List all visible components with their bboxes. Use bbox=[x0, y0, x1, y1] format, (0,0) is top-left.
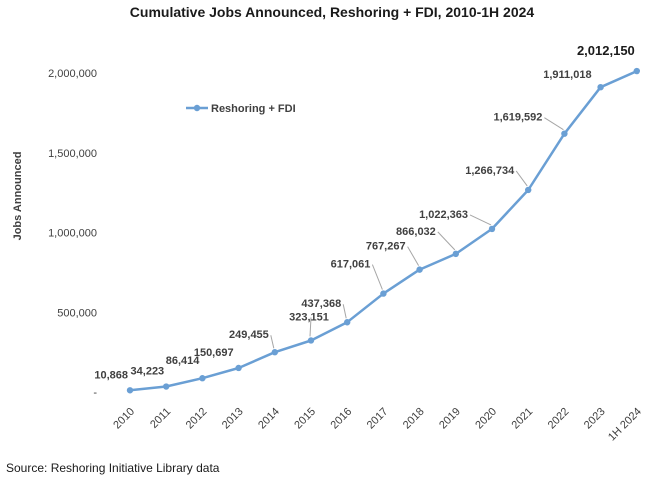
data-label: 323,151 bbox=[289, 311, 329, 323]
legend-marker bbox=[193, 104, 201, 112]
x-tick-label: 2022 bbox=[546, 406, 572, 432]
y-tick-label: 2,000,000 bbox=[48, 68, 97, 80]
x-tick-label: 1H 2024 bbox=[606, 406, 644, 444]
x-tick-label: 2011 bbox=[148, 406, 173, 431]
data-point bbox=[271, 349, 278, 356]
data-point bbox=[633, 67, 640, 75]
data-point bbox=[344, 319, 351, 326]
legend: Reshoring + FDI bbox=[186, 103, 296, 115]
data-label: 617,061 bbox=[331, 259, 371, 271]
label-leader bbox=[342, 304, 347, 319]
x-tick-label: 2010 bbox=[111, 406, 137, 432]
data-point bbox=[488, 225, 496, 233]
x-tick-label: 2012 bbox=[184, 406, 210, 432]
data-label: 866,032 bbox=[396, 226, 436, 238]
label-leader-lines bbox=[270, 117, 564, 349]
data-point bbox=[525, 186, 532, 194]
series-line bbox=[129, 69, 638, 392]
data-label: 10,868 bbox=[94, 369, 128, 381]
label-leader bbox=[371, 264, 383, 290]
label-leader bbox=[544, 117, 564, 131]
x-tick-label: 2015 bbox=[292, 406, 318, 432]
data-label: 150,697 bbox=[194, 347, 234, 359]
data-label: 1,911,018 bbox=[543, 69, 591, 81]
data-point bbox=[235, 364, 242, 372]
label-leader bbox=[270, 335, 275, 349]
data-label: 1,619,592 bbox=[493, 112, 542, 124]
data-label: 249,455 bbox=[229, 329, 269, 341]
label-leader bbox=[515, 170, 528, 187]
label-leader bbox=[469, 214, 492, 226]
y-tick-label: 1,000,000 bbox=[48, 228, 97, 240]
data-point bbox=[416, 266, 423, 273]
data-label: 86,414 bbox=[166, 355, 201, 367]
data-label: 767,267 bbox=[366, 241, 406, 253]
data-label: 1,022,363 bbox=[419, 209, 468, 221]
data-label: 437,368 bbox=[301, 298, 341, 310]
x-tick-label: 2016 bbox=[329, 406, 355, 432]
x-tick-label: 2021 bbox=[510, 406, 536, 432]
x-tick-label: 2019 bbox=[437, 406, 463, 432]
y-tick-label: 500,000 bbox=[57, 307, 97, 319]
data-point bbox=[307, 337, 315, 344]
data-label: 2,012,150 bbox=[577, 43, 635, 58]
label-leader bbox=[407, 246, 420, 266]
y-tick-label: - bbox=[93, 387, 97, 399]
data-point bbox=[163, 383, 170, 390]
label-leader bbox=[437, 231, 456, 251]
y-axis-label: Jobs Announced bbox=[12, 152, 24, 241]
label-leader bbox=[309, 317, 312, 337]
legend-label: Reshoring + FDI bbox=[211, 103, 296, 115]
x-axis-ticks: 2010 2011 2012 2013 2014 2015 2016 2017 2018 2019… bbox=[111, 406, 644, 444]
data-point bbox=[199, 375, 206, 382]
x-tick-label: 2023 bbox=[582, 406, 608, 432]
data-point bbox=[561, 130, 568, 137]
x-tick-label: 2017 bbox=[365, 406, 391, 432]
series-reshoring-fdi bbox=[126, 67, 640, 394]
y-axis-ticks: - 500,000 1,000,000 1,500,000 2,000,000 bbox=[48, 68, 97, 399]
data-label: 1,266,734 bbox=[465, 165, 515, 177]
data-point bbox=[597, 83, 604, 91]
x-tick-label: 2020 bbox=[473, 406, 499, 432]
x-tick-label: 2018 bbox=[401, 406, 427, 432]
data-point bbox=[452, 250, 459, 258]
data-point bbox=[380, 290, 387, 297]
chart-title: Cumulative Jobs Announced, Reshoring + F… bbox=[130, 4, 535, 20]
source-note: Source: Reshoring Initiative Library dat… bbox=[6, 461, 220, 475]
data-point bbox=[126, 387, 134, 394]
x-tick-label: 2013 bbox=[220, 406, 246, 432]
y-tick-label: 1,500,000 bbox=[48, 148, 97, 160]
data-label: 34,223 bbox=[131, 366, 165, 378]
x-tick-label: 2014 bbox=[256, 406, 282, 432]
